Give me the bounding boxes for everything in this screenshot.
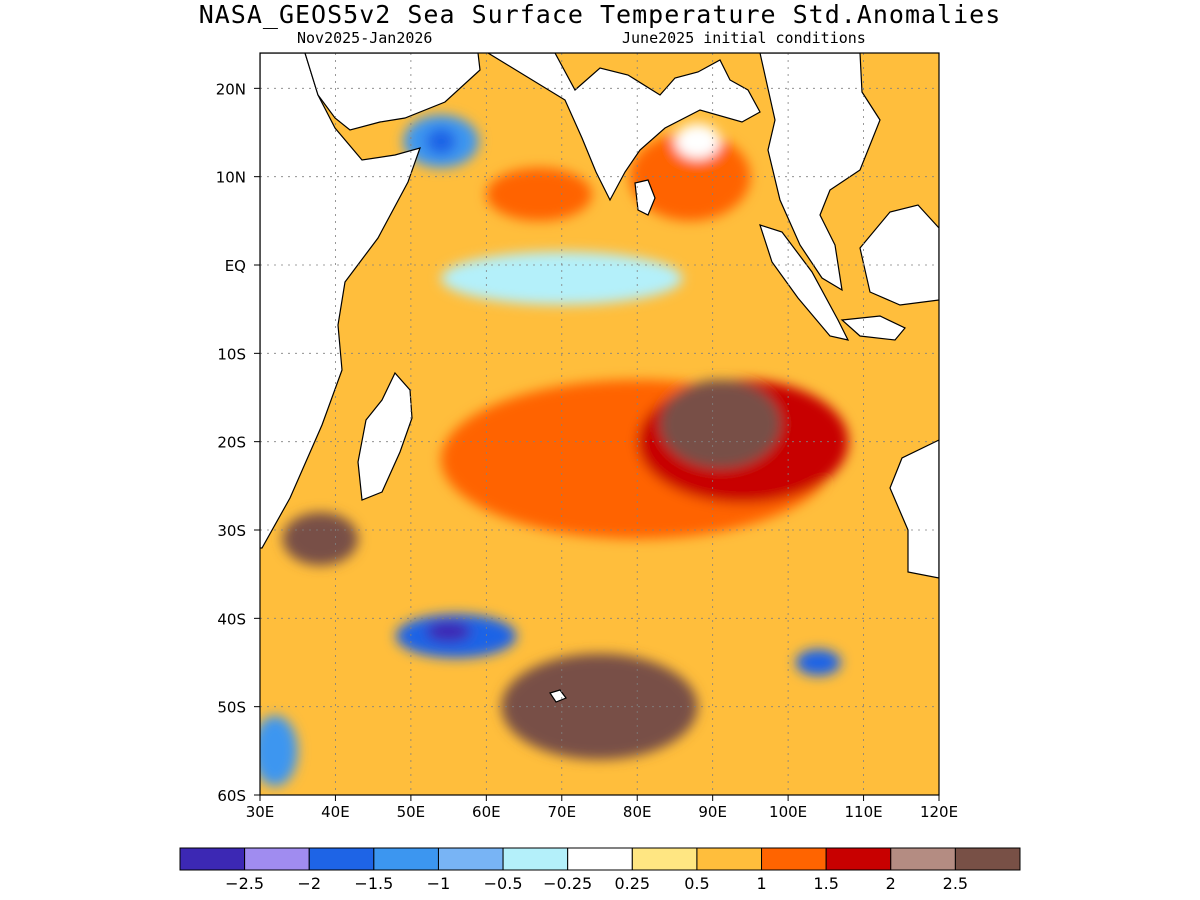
lat-label: EQ bbox=[225, 257, 246, 275]
colorbar-label: 2 bbox=[886, 874, 896, 893]
lon-label: 70E bbox=[547, 803, 576, 821]
colorbar-label: 1.5 bbox=[813, 874, 838, 893]
colorbar-label: −1 bbox=[427, 874, 451, 893]
colorbar-label: 0.25 bbox=[614, 874, 650, 893]
colorbar-label: 0.5 bbox=[684, 874, 709, 893]
colorbar-label: 2.5 bbox=[943, 874, 968, 893]
forecast-period: Nov2025-Jan2026 bbox=[297, 29, 433, 47]
lon-label: 90E bbox=[698, 803, 727, 821]
colorbar-swatch bbox=[825, 847, 892, 871]
colorbar-swatch bbox=[437, 847, 504, 871]
anomaly-kerguelen-cool bbox=[795, 649, 841, 676]
land-sumatra bbox=[759, 224, 850, 341]
colorbar-swatch bbox=[308, 847, 375, 871]
colorbar-swatch bbox=[244, 847, 310, 871]
anomaly-south-west-extreme bbox=[282, 512, 359, 566]
lat-label: 30S bbox=[217, 522, 246, 540]
land-india bbox=[486, 53, 761, 202]
colorbar-label: 1 bbox=[756, 874, 766, 893]
colorbar: −2.5 −2 −1.5 −1 −0.5 −0.25 0.25 0.5 1 1.5 2 2.5 bbox=[179, 847, 1021, 893]
land-arabia bbox=[304, 53, 481, 131]
lat-label: 40S bbox=[217, 610, 246, 628]
lon-label: 110E bbox=[845, 803, 883, 821]
lon-label: 30E bbox=[246, 803, 275, 821]
colorbar-label: −2 bbox=[297, 874, 321, 893]
initial-conditions: June2025 initial conditions bbox=[622, 29, 866, 47]
colorbar-swatch bbox=[890, 847, 956, 871]
land-southeast-asia bbox=[759, 53, 881, 292]
anomaly-bay-of-bengal-neutral bbox=[674, 123, 721, 159]
colorbar-label: −1.5 bbox=[354, 874, 393, 893]
colorbar-swatch bbox=[373, 847, 439, 871]
anomaly-arabian-sea-cool-core bbox=[425, 128, 457, 155]
colorbar-label: −0.5 bbox=[484, 874, 523, 893]
anomaly-arabian-sea-warm bbox=[486, 167, 592, 221]
lat-label: 50S bbox=[217, 699, 246, 717]
lon-label: 40E bbox=[321, 803, 350, 821]
anomaly-southern-ocean-extreme bbox=[501, 653, 698, 760]
lon-label: 100E bbox=[769, 803, 807, 821]
lat-label: 10N bbox=[216, 169, 246, 187]
colorbar-label: −2.5 bbox=[225, 874, 264, 893]
colorbar-swatch bbox=[631, 847, 698, 871]
colorbar-swatch bbox=[761, 847, 827, 871]
anomaly-bay-of-bengal-warm bbox=[629, 132, 751, 221]
colorbar-swatch bbox=[567, 847, 633, 871]
gridlines bbox=[260, 53, 939, 795]
lon-label: 50E bbox=[397, 803, 426, 821]
land-australia bbox=[889, 439, 939, 579]
colorbar-swatch bbox=[502, 847, 569, 871]
lat-label: 20N bbox=[216, 80, 246, 98]
map-frame bbox=[259, 52, 940, 796]
colorbar-swatch bbox=[696, 847, 763, 871]
colorbar-swatch bbox=[954, 847, 1021, 871]
lon-label: 120E bbox=[920, 803, 958, 821]
anomaly-southern-ocean-cool-core bbox=[425, 620, 472, 643]
land-sri-lanka bbox=[634, 179, 656, 216]
map-title: NASA_GEOS5v2 Sea Surface Temperature Std… bbox=[198, 0, 1002, 29]
lat-label: 20S bbox=[217, 434, 246, 452]
colorbar-label: −0.25 bbox=[543, 874, 592, 893]
colorbar-swatch bbox=[179, 847, 246, 871]
anomaly-south-west-cool bbox=[260, 715, 298, 787]
lon-label: 80E bbox=[623, 803, 652, 821]
land-java bbox=[840, 315, 906, 341]
land-borneo bbox=[859, 204, 939, 306]
lat-label: 60S bbox=[217, 787, 246, 805]
land-masses bbox=[260, 53, 939, 703]
anomaly-south-east-extreme bbox=[659, 379, 781, 469]
lat-label: 10S bbox=[217, 345, 246, 363]
lon-label: 60E bbox=[472, 803, 501, 821]
